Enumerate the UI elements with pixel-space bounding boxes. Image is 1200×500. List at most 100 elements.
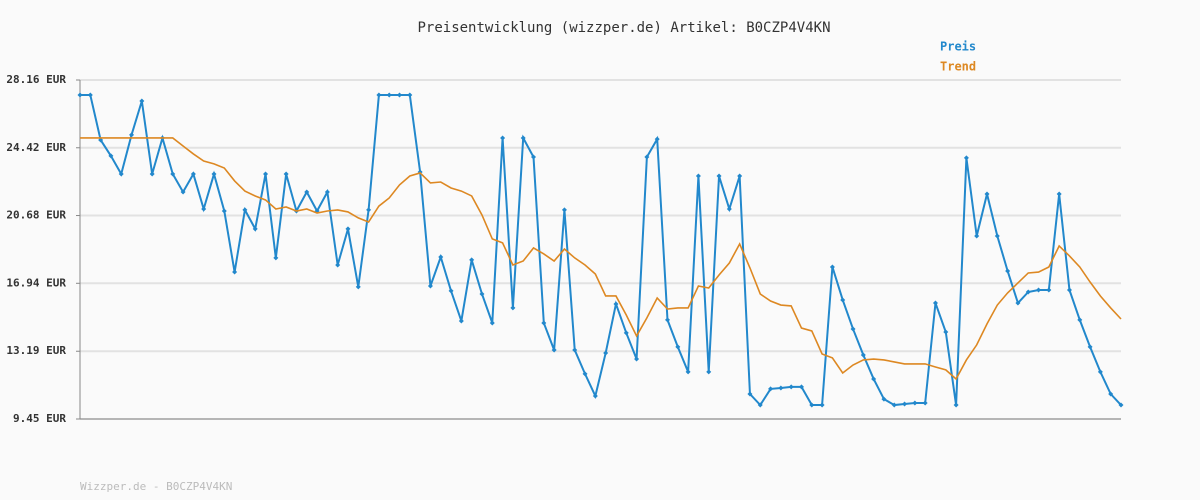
data-point [180, 189, 186, 195]
data-point [129, 132, 135, 138]
data-point [623, 330, 629, 336]
data-point [1046, 287, 1052, 293]
data-point [448, 288, 454, 294]
data-point [850, 326, 856, 332]
data-point [551, 347, 557, 353]
data-point [458, 318, 464, 324]
data-point [427, 283, 433, 289]
data-point [108, 153, 114, 159]
data-point [840, 297, 846, 303]
data-point [335, 262, 341, 268]
data-point [366, 207, 372, 213]
data-point [438, 254, 444, 260]
data-point [201, 206, 207, 212]
data-point [675, 344, 681, 350]
data-point [891, 402, 897, 408]
data-point [1118, 402, 1124, 408]
data-point [902, 401, 908, 407]
data-point [118, 171, 124, 177]
data-point [489, 320, 495, 326]
data-point [520, 135, 526, 141]
data-point [510, 305, 516, 311]
data-point [932, 300, 938, 306]
data-point [407, 92, 413, 98]
data-point [747, 391, 753, 397]
series-line [80, 137, 1122, 381]
data-point [1108, 391, 1114, 397]
data-point [871, 376, 877, 382]
data-point [221, 208, 227, 214]
data-point [190, 171, 196, 177]
data-point [232, 269, 238, 275]
data-point [592, 393, 598, 399]
data-point [685, 369, 691, 375]
y-tick-label: 28.16 EUR [6, 73, 66, 86]
data-point [139, 98, 145, 104]
data-point [1077, 317, 1083, 323]
data-point [252, 226, 258, 232]
y-tick-label: 13.19 EUR [6, 344, 66, 357]
data-point [819, 402, 825, 408]
data-point [1066, 287, 1072, 293]
data-point [77, 92, 83, 98]
data-point [664, 317, 670, 323]
data-point [829, 264, 835, 270]
data-point [87, 92, 93, 98]
chart-title: Preisentwicklung (wizzper.de) Artikel: B… [417, 20, 830, 36]
data-point [706, 369, 712, 375]
data-point [613, 301, 619, 307]
data-point [242, 207, 248, 213]
data-point [809, 402, 815, 408]
data-point [376, 92, 382, 98]
data-point [283, 171, 289, 177]
data-point [963, 155, 969, 161]
data-point [149, 171, 155, 177]
data-point [572, 347, 578, 353]
data-point [603, 350, 609, 356]
data-point [798, 384, 804, 390]
data-point [654, 136, 660, 142]
data-point [634, 356, 640, 362]
data-point [1056, 191, 1062, 197]
data-point [778, 385, 784, 391]
data-point [304, 189, 310, 195]
data-point [273, 255, 279, 261]
data-point [1087, 344, 1093, 350]
data-point [479, 291, 485, 297]
data-point [355, 284, 361, 290]
data-point [170, 171, 176, 177]
data-point [582, 371, 588, 377]
data-point [469, 257, 475, 263]
footer: Wizzper.de - B0CZP4V4KN [80, 480, 232, 493]
data-point [881, 396, 887, 402]
data-point [912, 400, 918, 406]
data-point [500, 135, 506, 141]
data-point [1025, 289, 1031, 295]
data-point [788, 384, 794, 390]
data-point [984, 191, 990, 197]
y-tick-label: 9.45 EUR [13, 412, 66, 425]
data-point [1005, 268, 1011, 274]
data-point [695, 173, 701, 179]
data-point [768, 386, 774, 392]
series-line [80, 94, 1122, 407]
data-point [1036, 287, 1042, 293]
data-point [345, 226, 351, 232]
y-tick-label: 16.94 EUR [6, 276, 66, 289]
y-tick-label: 20.68 EUR [6, 209, 66, 222]
data-point [644, 154, 650, 160]
data-point [386, 92, 392, 98]
data-point [561, 207, 567, 213]
data-point [211, 171, 217, 177]
data-point [994, 233, 1000, 239]
data-point [397, 92, 403, 98]
data-point [953, 402, 959, 408]
data-point [922, 400, 928, 406]
data-point [716, 173, 722, 179]
data-point [726, 206, 732, 212]
legend-label: Trend [940, 60, 976, 74]
y-tick-label: 24.42 EUR [6, 141, 66, 154]
